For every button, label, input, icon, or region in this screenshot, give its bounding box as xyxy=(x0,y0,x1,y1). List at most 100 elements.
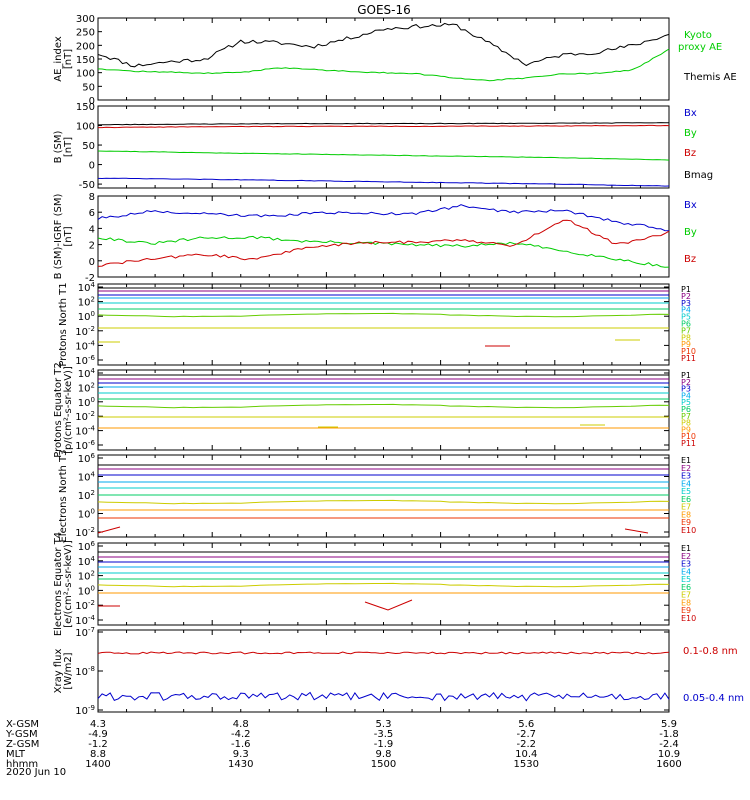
y-tick-label: 100 xyxy=(76,122,95,133)
panel-frame xyxy=(97,195,670,278)
y-tick-label: 50 xyxy=(82,82,95,93)
y-tick-label: 4 xyxy=(89,224,95,235)
legend-e4: E4 xyxy=(681,567,691,576)
panel-frame xyxy=(97,629,670,713)
series-e7 xyxy=(97,582,670,588)
legend-p4: P4 xyxy=(681,391,691,400)
legend-p1: P1 xyxy=(681,371,691,380)
footer-row-label: X-GSM xyxy=(6,719,39,730)
legend-p8: P8 xyxy=(681,419,691,428)
footer-row-label: Y-GSM xyxy=(5,729,38,740)
footer-value: -1.2 xyxy=(88,739,108,750)
footer-value: -4.2 xyxy=(231,729,251,740)
series-bz xyxy=(97,219,670,267)
legend-p7: P7 xyxy=(681,412,691,421)
series-bx xyxy=(97,177,670,187)
legend-p4: P4 xyxy=(681,306,691,315)
y-tick-label: 150 xyxy=(76,55,95,66)
y-tick-label: 10-2 xyxy=(75,410,95,423)
series-by xyxy=(97,150,670,161)
legend-e6: E6 xyxy=(681,495,691,504)
footer-value: 9.8 xyxy=(376,749,392,760)
legend-by: By xyxy=(684,128,697,139)
legend-xray-long: 0.1-0.8 nm xyxy=(683,646,738,657)
footer-value: 1600 xyxy=(656,759,681,770)
legend-e3: E3 xyxy=(681,560,691,569)
legend-e2: E2 xyxy=(681,552,691,561)
y-tick-label: 104 xyxy=(78,281,96,294)
legend-p11: P11 xyxy=(681,354,696,363)
date-label: 2020 Jun 10 xyxy=(6,767,66,778)
y-tick-label: -50 xyxy=(79,180,95,191)
legend-by: By xyxy=(684,227,697,238)
y-tick-label: 102 xyxy=(78,296,95,309)
y-tick-label: 6 xyxy=(89,208,95,219)
panel-electrons-north: 106 104 102 100 10-2 Electrons North T3 E1E2E3… xyxy=(58,449,696,542)
footer-value: 4.3 xyxy=(90,719,106,730)
footer-value: -1.9 xyxy=(374,739,394,750)
y-tick-label: 10-4 xyxy=(75,614,95,627)
footer-value: 10.9 xyxy=(658,749,680,760)
legend-e2: E2 xyxy=(681,464,691,473)
footer-value: -1.6 xyxy=(231,739,251,750)
y-tick-label: 104 xyxy=(78,367,96,380)
legend-themis-ae: Themis AE xyxy=(683,72,737,83)
footer-value: -3.5 xyxy=(374,729,394,740)
footer-value: -2.2 xyxy=(516,739,536,750)
y-tick-label: 10-2 xyxy=(75,526,95,539)
y-tick-label: 300 xyxy=(76,14,95,25)
legend-p5: P5 xyxy=(681,398,691,407)
y-tick-label: 10-9 xyxy=(75,704,95,717)
y-tick-label: 0 xyxy=(89,161,95,172)
y-tick-label: 10-6 xyxy=(75,354,95,367)
footer-value: -1.8 xyxy=(659,729,679,740)
legend-bmag: Bmag xyxy=(684,170,713,181)
panel-frame xyxy=(97,454,670,538)
y-tick-label: 10-2 xyxy=(75,325,95,338)
panel-frame xyxy=(97,283,670,366)
legend-bz: Bz xyxy=(684,254,696,265)
panel-b-sm: -50 0 50 100 150 B (SM)[nT] Bx By Bz Bmag xyxy=(53,102,713,191)
series-by xyxy=(97,235,670,268)
footer-value: 9.3 xyxy=(233,749,249,760)
legend-p1: P1 xyxy=(681,285,691,294)
legend-p10: P10 xyxy=(681,347,696,356)
footer-value: 1430 xyxy=(228,759,253,770)
legend-xray-short: 0.05-0.4 nm xyxy=(683,693,744,704)
y-tick-label: 200 xyxy=(76,41,95,52)
y-axis-label: Electrons Equator T4[e/(cm²-s-sr-keV)] xyxy=(53,532,74,636)
legend-e5: E5 xyxy=(681,575,691,584)
y-tick-label: 2 xyxy=(89,241,95,252)
footer-value: 1500 xyxy=(371,759,396,770)
legend-bz: Bz xyxy=(684,148,696,159)
figure-title: GOES-16 xyxy=(357,3,411,17)
legend-e9: E9 xyxy=(681,606,691,615)
series-themis-ae xyxy=(97,22,670,68)
series-e7 xyxy=(97,499,670,505)
y-tick-label: 8 xyxy=(89,192,95,203)
y-tick-label: 50 xyxy=(82,141,95,152)
panel-b-igrf: -2 0 2 4 6 8 B (SM)-IGRF (SM)[nT] Bx By Bz xyxy=(53,192,697,284)
legend-e7: E7 xyxy=(681,591,691,600)
legend-p3: P3 xyxy=(681,385,691,394)
y-tick-label: 250 xyxy=(76,28,95,39)
series-bx xyxy=(97,204,670,232)
legend-p10: P10 xyxy=(681,432,696,441)
legend-e10: E10 xyxy=(681,526,696,535)
y-tick-label: 0 xyxy=(89,96,95,107)
footer-value: 10.4 xyxy=(515,749,537,760)
y-tick-label: 102 xyxy=(78,570,95,583)
series-e10 xyxy=(364,599,413,611)
legend-kyoto-ae: Kyoto xyxy=(684,30,712,41)
y-tick-label: 102 xyxy=(78,489,95,502)
series-e10 xyxy=(624,528,649,534)
y-tick-label: 100 xyxy=(78,396,95,409)
legend-p9: P9 xyxy=(681,425,691,434)
legend-p3: P3 xyxy=(681,299,691,308)
y-tick-label: 106 xyxy=(78,540,96,553)
series-bz xyxy=(98,124,670,129)
footer-value: 1400 xyxy=(85,759,110,770)
